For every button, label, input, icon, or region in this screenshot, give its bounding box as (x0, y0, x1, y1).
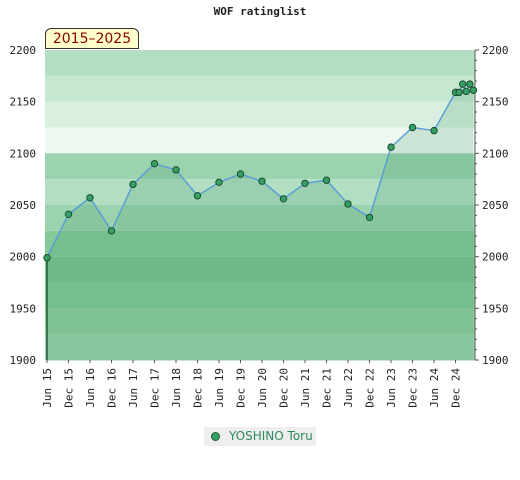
x-tick-label: Dec 18 (192, 368, 205, 408)
y-tick-label-right: 1900 (482, 354, 509, 367)
y-tick-label-left: 2150 (10, 96, 37, 109)
rating-area (47, 84, 474, 360)
data-point (455, 88, 463, 97)
background-band (45, 308, 475, 335)
y-tick-label-right: 2150 (482, 96, 509, 109)
y-tick-label-right: 2050 (482, 199, 509, 212)
x-tick-label: Jun 21 (299, 368, 312, 408)
x-tick-label: Jun 17 (127, 368, 140, 408)
data-point (458, 80, 467, 88)
legend[interactable]: YOSHINO Toru (204, 427, 316, 446)
data-point (365, 213, 374, 222)
y-tick-label-left: 2050 (10, 199, 37, 212)
background-band (45, 101, 475, 128)
background-band (45, 282, 475, 309)
x-tick-label: Dec 22 (364, 368, 377, 408)
x-tick-label: Dec 23 (407, 368, 420, 408)
x-tick-label: Jun 16 (84, 368, 97, 408)
x-tick-label: Dec 21 (321, 368, 334, 408)
y-tick-label-left: 2100 (10, 147, 37, 160)
data-point (258, 177, 266, 185)
x-tick-label: Jun 24 (428, 368, 441, 408)
data-point (279, 195, 288, 203)
data-point (322, 176, 331, 184)
background-band (45, 334, 475, 360)
data-point (193, 192, 202, 200)
background-band (45, 50, 475, 76)
y-tick-label-left: 1900 (10, 354, 37, 367)
background-band (45, 75, 475, 102)
data-point (172, 166, 180, 174)
x-tick-label: Dec 17 (149, 368, 162, 408)
background-band (45, 153, 475, 180)
x-tick-label: Jun 20 (256, 368, 269, 408)
y-tick-label-left: 1950 (10, 302, 37, 315)
data-point (408, 123, 417, 132)
data-point (43, 254, 51, 262)
background-band (45, 127, 475, 154)
data-point (344, 200, 352, 208)
y-tick-label-right: 2200 (482, 44, 509, 57)
data-point (236, 170, 245, 178)
y-tick-label-left: 2200 (10, 44, 37, 57)
x-tick-label: Jun 19 (213, 368, 226, 408)
legend-marker-icon (211, 432, 220, 441)
data-point (86, 194, 94, 202)
data-point (430, 126, 438, 135)
data-point (107, 227, 116, 235)
x-tick-label: Dec 15 (63, 368, 76, 408)
x-tick-label: Jun 15 (41, 368, 54, 408)
x-tick-label: Dec 20 (278, 368, 291, 408)
y-tick-label-left: 2000 (10, 251, 37, 264)
x-tick-label: Jun 23 (385, 368, 398, 408)
legend-series-label: YOSHINO Toru (229, 429, 313, 443)
data-point (150, 159, 159, 168)
chart-title: WOF ratinglist (213, 5, 307, 18)
x-tick-label: Dec 16 (106, 368, 119, 408)
y-tick-label-right: 2000 (482, 251, 509, 264)
data-point (301, 179, 309, 188)
data-point (64, 210, 73, 219)
x-tick-label: Jun 22 (342, 368, 355, 408)
background-band (45, 256, 475, 283)
y-tick-label-right: 1950 (482, 302, 509, 315)
y-tick-label-right: 2100 (482, 147, 509, 160)
data-point (462, 87, 470, 96)
background-band (45, 230, 475, 257)
data-point (129, 180, 137, 189)
x-tick-label: Jun 18 (170, 368, 183, 408)
date-range-badge: 2015–2025 (45, 28, 139, 49)
x-tick-label: Dec 24 (450, 368, 463, 408)
data-point (387, 143, 395, 151)
data-point (466, 80, 474, 88)
x-tick-label: Dec 19 (235, 368, 248, 408)
data-point (469, 86, 478, 95)
data-point (215, 178, 223, 186)
